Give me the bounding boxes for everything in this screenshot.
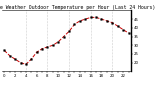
Title: Milwaukee Weather Outdoor Temperature per Hour (Last 24 Hours): Milwaukee Weather Outdoor Temperature pe… (0, 5, 156, 10)
